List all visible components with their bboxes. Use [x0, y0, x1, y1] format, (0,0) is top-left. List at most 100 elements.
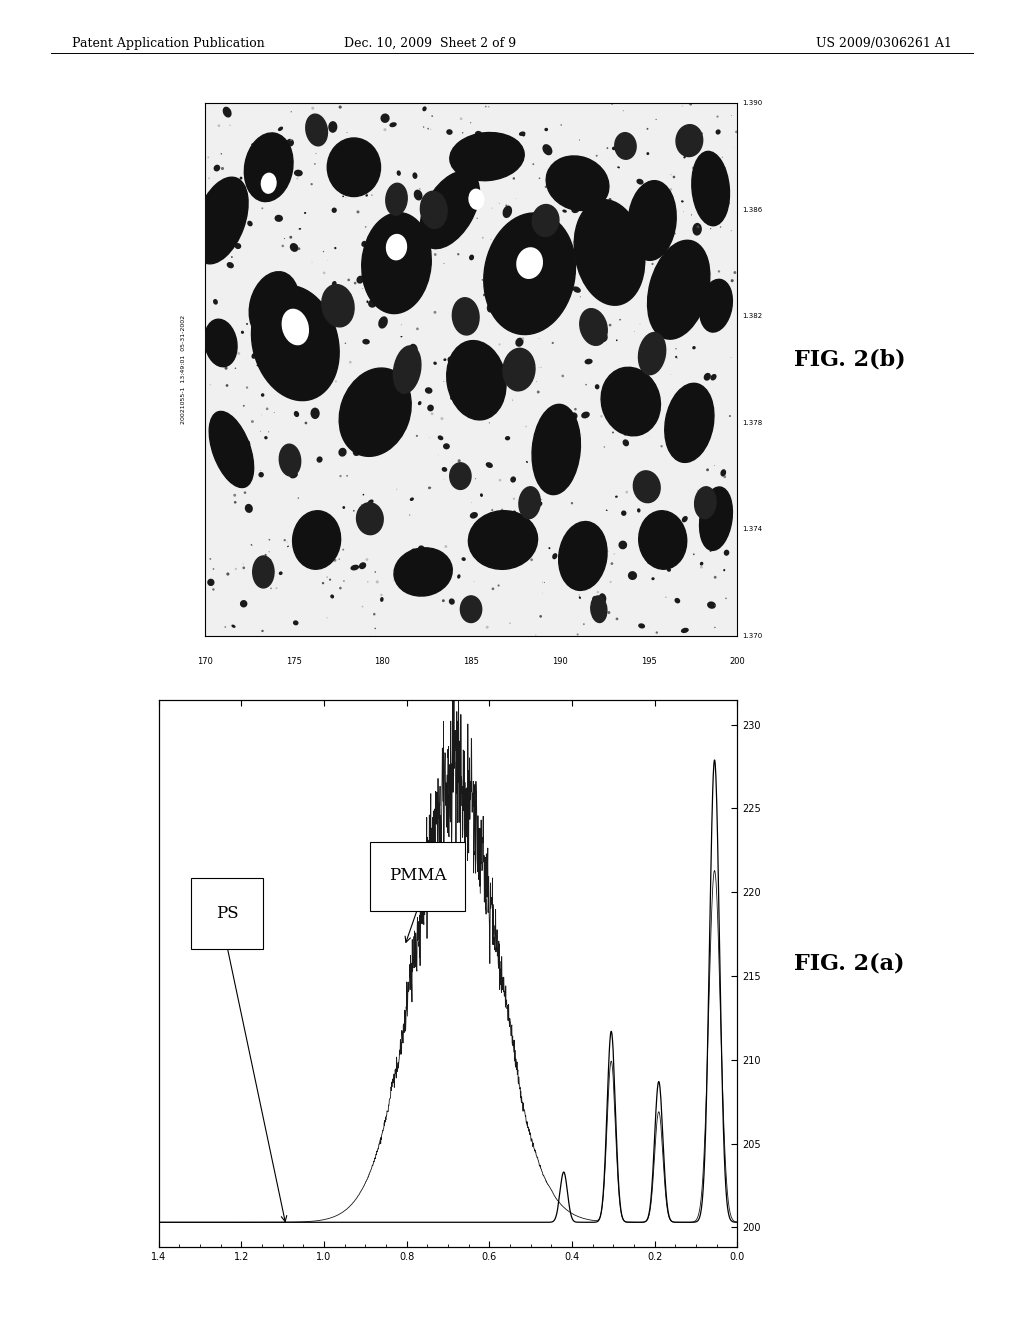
Ellipse shape — [638, 477, 641, 479]
Text: 1.378: 1.378 — [742, 420, 763, 426]
Ellipse shape — [422, 107, 427, 111]
Ellipse shape — [472, 401, 477, 405]
Ellipse shape — [544, 480, 549, 487]
Ellipse shape — [509, 623, 511, 624]
Ellipse shape — [416, 572, 418, 574]
Ellipse shape — [245, 437, 246, 438]
Ellipse shape — [245, 441, 250, 444]
Ellipse shape — [655, 631, 658, 634]
Ellipse shape — [592, 280, 595, 282]
Ellipse shape — [280, 445, 301, 477]
Ellipse shape — [392, 268, 394, 271]
Ellipse shape — [545, 186, 547, 187]
Ellipse shape — [645, 227, 649, 231]
Ellipse shape — [258, 473, 264, 478]
FancyBboxPatch shape — [370, 842, 465, 911]
Ellipse shape — [538, 288, 541, 290]
Ellipse shape — [294, 411, 299, 417]
Ellipse shape — [567, 239, 570, 242]
Ellipse shape — [431, 412, 433, 416]
Ellipse shape — [263, 358, 265, 360]
Ellipse shape — [725, 598, 727, 599]
Ellipse shape — [400, 284, 402, 285]
Ellipse shape — [342, 195, 344, 197]
Ellipse shape — [611, 103, 613, 104]
Ellipse shape — [505, 436, 510, 441]
Ellipse shape — [456, 302, 459, 305]
Ellipse shape — [272, 570, 274, 572]
Ellipse shape — [423, 127, 424, 128]
Ellipse shape — [367, 581, 369, 582]
Ellipse shape — [486, 304, 494, 313]
Ellipse shape — [304, 330, 306, 331]
Ellipse shape — [506, 205, 507, 206]
Ellipse shape — [588, 273, 591, 276]
Ellipse shape — [303, 314, 305, 317]
Ellipse shape — [625, 434, 626, 436]
Ellipse shape — [574, 408, 577, 411]
Ellipse shape — [599, 333, 607, 342]
Ellipse shape — [647, 240, 710, 339]
Ellipse shape — [594, 612, 599, 619]
Ellipse shape — [218, 232, 220, 235]
Ellipse shape — [419, 189, 421, 190]
Ellipse shape — [683, 156, 686, 158]
Ellipse shape — [710, 162, 713, 165]
Text: PMMA: PMMA — [389, 867, 446, 884]
Ellipse shape — [370, 162, 375, 168]
Text: 1.390: 1.390 — [742, 100, 763, 107]
Ellipse shape — [699, 562, 703, 565]
Ellipse shape — [529, 498, 538, 507]
Ellipse shape — [446, 341, 506, 420]
Text: 200: 200 — [729, 657, 745, 667]
Ellipse shape — [653, 479, 655, 482]
Ellipse shape — [316, 457, 323, 463]
Ellipse shape — [394, 247, 399, 251]
Ellipse shape — [361, 606, 364, 607]
Ellipse shape — [334, 539, 336, 540]
Ellipse shape — [552, 342, 554, 345]
Ellipse shape — [557, 466, 559, 469]
Ellipse shape — [585, 359, 593, 364]
Ellipse shape — [540, 615, 542, 618]
Ellipse shape — [274, 375, 278, 378]
Ellipse shape — [513, 177, 515, 180]
Ellipse shape — [565, 279, 568, 282]
Ellipse shape — [339, 368, 412, 457]
Ellipse shape — [660, 445, 663, 447]
Ellipse shape — [401, 587, 406, 591]
Ellipse shape — [224, 367, 227, 370]
Ellipse shape — [583, 623, 585, 626]
Ellipse shape — [623, 440, 629, 446]
Ellipse shape — [298, 247, 300, 251]
Ellipse shape — [343, 581, 345, 582]
Ellipse shape — [698, 384, 700, 387]
Ellipse shape — [718, 271, 720, 273]
Ellipse shape — [264, 164, 272, 170]
Ellipse shape — [721, 469, 726, 477]
Ellipse shape — [243, 566, 245, 569]
Ellipse shape — [456, 310, 459, 313]
Ellipse shape — [400, 562, 403, 565]
Ellipse shape — [532, 164, 535, 165]
Ellipse shape — [692, 152, 729, 226]
Ellipse shape — [358, 562, 367, 569]
Ellipse shape — [693, 553, 694, 556]
Ellipse shape — [369, 525, 371, 528]
Ellipse shape — [304, 421, 307, 424]
Ellipse shape — [610, 562, 613, 565]
Ellipse shape — [577, 634, 579, 635]
Ellipse shape — [416, 327, 419, 330]
Ellipse shape — [669, 187, 672, 191]
Ellipse shape — [636, 178, 643, 185]
Ellipse shape — [219, 354, 225, 360]
Ellipse shape — [346, 475, 348, 477]
Ellipse shape — [608, 198, 611, 201]
Ellipse shape — [322, 582, 325, 585]
Ellipse shape — [605, 205, 608, 209]
Ellipse shape — [349, 360, 351, 363]
Ellipse shape — [393, 432, 397, 436]
Ellipse shape — [545, 128, 548, 131]
Ellipse shape — [314, 372, 319, 376]
Ellipse shape — [521, 337, 524, 339]
